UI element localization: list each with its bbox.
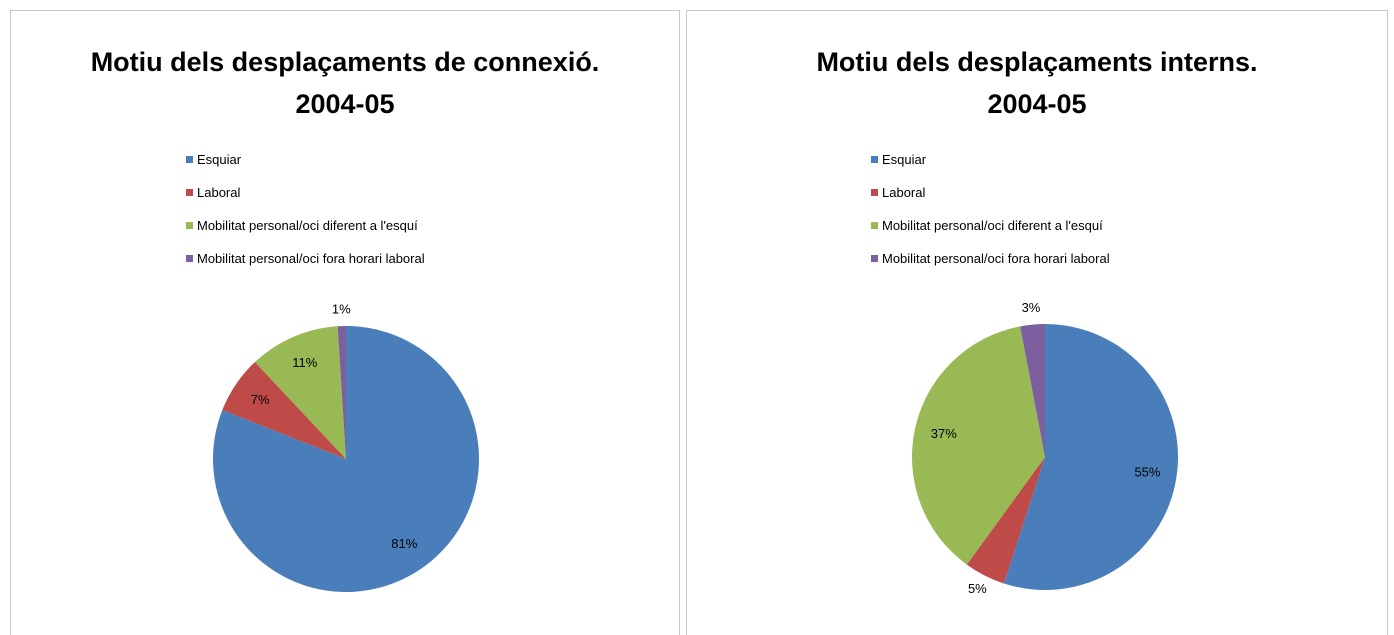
legend-swatch xyxy=(186,156,193,163)
legend-label: Laboral xyxy=(882,185,926,200)
legend-item: Mobilitat personal/oci diferent a l'esqu… xyxy=(871,209,1110,242)
legend-swatch xyxy=(871,156,878,163)
pie-slice xyxy=(912,326,1045,565)
chart-panel: 55% 5% 37% 3% Motiu dels desplaçaments inter… xyxy=(686,10,1388,635)
legend: Esquiar Laboral Mobilitat personal/oci dif… xyxy=(186,143,425,275)
chart-title: Motiu dels desplaçaments de connexió. 20… xyxy=(90,47,600,119)
legend-item: Mobilitat personal/oci diferent a l'esqu… xyxy=(186,209,425,242)
data-label: 7% xyxy=(251,392,270,407)
pie-slice xyxy=(1003,324,1178,591)
data-label: 11% xyxy=(292,355,317,370)
pie-slice xyxy=(254,326,346,459)
data-label: 3% xyxy=(1022,300,1041,315)
data-label: 55% xyxy=(1134,465,1160,480)
data-label: 1% xyxy=(332,302,351,317)
legend-item: Laboral xyxy=(186,176,425,209)
pie-slice xyxy=(222,362,346,459)
legend-swatch xyxy=(186,255,193,262)
legend-item: Mobilitat personal/oci fora horari labor… xyxy=(186,242,425,275)
legend-swatch xyxy=(871,189,878,196)
legend: Esquiar Laboral Mobilitat personal/oci dif… xyxy=(871,143,1110,275)
legend-label: Esquiar xyxy=(197,152,242,167)
chart-title: Motiu dels desplaçaments interns. 2004-0… xyxy=(816,47,1258,119)
legend-label: Laboral xyxy=(197,185,241,200)
legend-swatch xyxy=(186,222,193,229)
pie-slice xyxy=(212,326,479,592)
legend-label: Mobilitat personal/oci diferent a l'esqu… xyxy=(882,218,1103,233)
data-label: 81% xyxy=(391,536,417,551)
pie-slice xyxy=(337,326,346,459)
legend-swatch xyxy=(871,255,878,262)
chart: 81% 7% 11% 1% xyxy=(212,302,479,592)
legend-label: Esquiar xyxy=(882,152,927,167)
legend-label: Mobilitat personal/oci fora horari labor… xyxy=(197,251,425,266)
data-label: 37% xyxy=(931,426,957,441)
legend-item: Esquiar xyxy=(871,143,1110,176)
chart-panel: 81% 7% 11% 1% Motiu dels desplaçaments de co… xyxy=(10,10,680,635)
legend-label: Mobilitat personal/oci diferent a l'esqu… xyxy=(197,218,418,233)
pie-slice xyxy=(966,457,1045,584)
chart: 55% 5% 37% 3% xyxy=(912,300,1178,596)
pie-slice xyxy=(1020,324,1045,457)
legend-swatch xyxy=(871,222,878,229)
legend-item: Mobilitat personal/oci fora horari labor… xyxy=(871,242,1110,275)
legend-label: Mobilitat personal/oci fora horari labor… xyxy=(882,251,1110,266)
legend-item: Esquiar xyxy=(186,143,425,176)
data-label: 5% xyxy=(968,581,987,596)
legend-item: Laboral xyxy=(871,176,1110,209)
legend-swatch xyxy=(186,189,193,196)
